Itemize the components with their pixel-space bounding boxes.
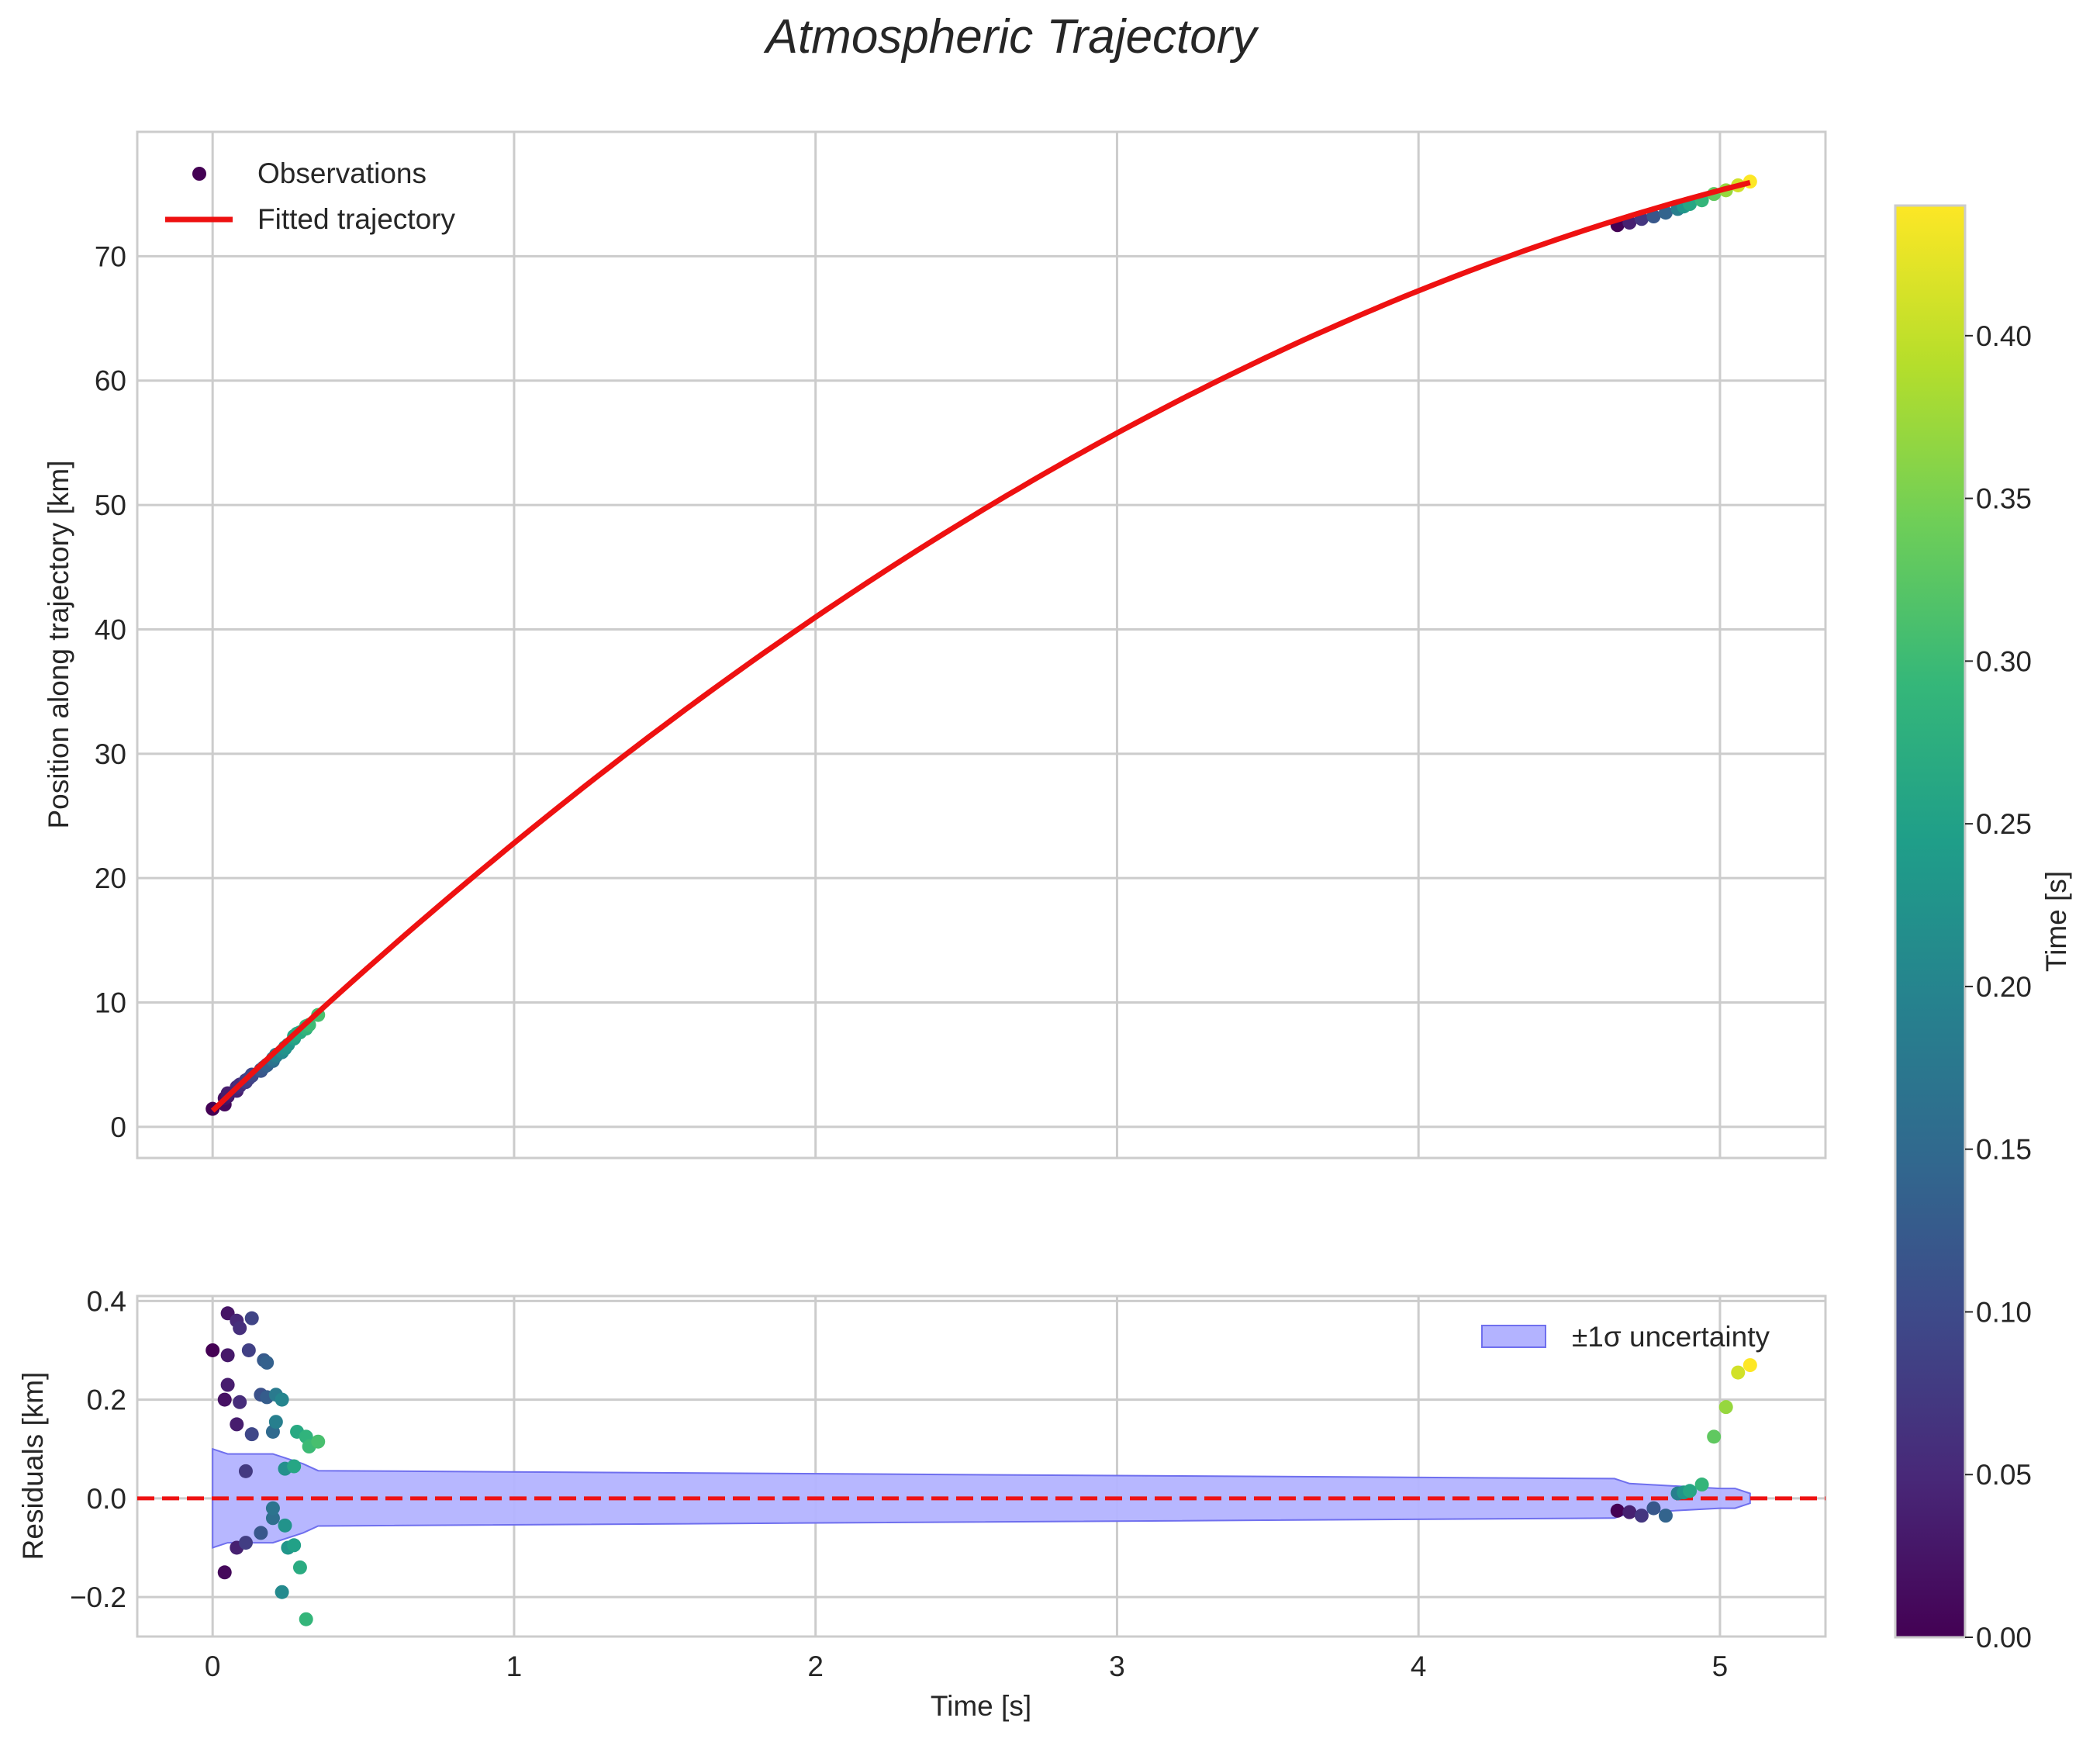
residual-point	[287, 1538, 302, 1553]
legend-fit-label: Fitted trajectory	[257, 203, 455, 235]
x-tick-label: 3	[1109, 1650, 1125, 1682]
bottom-y-tick-label: 0.4	[87, 1285, 126, 1317]
residual-point	[1707, 1429, 1722, 1444]
colorbar-gradient	[1894, 204, 1967, 1639]
colorbar: 0.00 0.05 0.10 0.15 0.20 0.25 0.30 0.35 0.40 Tim…	[1894, 204, 2072, 1654]
residual-point	[260, 1355, 275, 1370]
residual-point	[220, 1377, 235, 1392]
top-y-tick-labels: 0 10 20 30 40 50 60 70	[95, 240, 126, 1143]
residual-point	[268, 1415, 283, 1429]
residual-point	[1731, 1365, 1746, 1380]
top-y-axis-label: Position along trajectory [km]	[43, 460, 74, 828]
colorbar-tick-labels: 0.00 0.05 0.10 0.15 0.20 0.25 0.30 0.35 0.40	[1965, 320, 2032, 1654]
residual-point	[220, 1348, 235, 1363]
residual-point	[230, 1417, 244, 1432]
colorbar-tick-label: 0.30	[1976, 645, 2032, 677]
bottom-x-tick-labels: 0 1 2 3 4 5	[205, 1650, 1728, 1682]
residual-point	[238, 1536, 253, 1550]
top-y-tick-label: 0	[110, 1111, 126, 1143]
bottom-y-axis-label: Residuals [km]	[17, 1372, 49, 1561]
residual-point	[1718, 1400, 1733, 1415]
top-axes-frame	[136, 130, 1827, 1160]
bottom-y-tick-label: 0.0	[87, 1483, 126, 1515]
top-y-tick-label: 40	[95, 614, 126, 645]
bottom-y-tick-label: −0.2	[70, 1581, 126, 1613]
top-observation-points	[206, 175, 1757, 1116]
bottom-legend: ±1σ uncertainty	[1481, 1321, 1770, 1353]
residual-point	[1634, 1509, 1649, 1523]
residual-point	[1646, 1501, 1661, 1516]
top-y-tick-label: 30	[95, 738, 126, 770]
residual-point	[287, 1459, 302, 1474]
x-tick-label: 4	[1411, 1650, 1427, 1682]
legend-observations-marker	[192, 167, 206, 181]
bottom-y-tick-labels: −0.2 0.0 0.2 0.4	[70, 1285, 126, 1613]
residual-point	[233, 1321, 247, 1336]
bottom-axes-frame	[136, 1294, 1827, 1638]
colorbar-tick-label: 0.00	[1976, 1622, 2032, 1654]
x-tick-label: 2	[807, 1650, 824, 1682]
colorbar-tick-label: 0.15	[1976, 1134, 2032, 1166]
colorbar-tick-label: 0.25	[1976, 808, 2032, 840]
residual-point	[292, 1560, 307, 1574]
top-y-tick-label: 20	[95, 862, 126, 894]
legend-observations-label: Observations	[257, 157, 427, 189]
x-tick-label: 5	[1712, 1650, 1729, 1682]
bottom-axes: −0.2 0.0 0.2 0.4 0 1 2 3 4 5 Residuals [km] Time…	[17, 1285, 1827, 1722]
residual-point	[311, 1434, 326, 1449]
top-gridlines	[137, 132, 1825, 1158]
residual-point	[275, 1585, 289, 1599]
colorbar-tick-label: 0.35	[1976, 483, 2032, 515]
colorbar-label: Time [s]	[2040, 871, 2072, 972]
residual-point	[217, 1392, 232, 1407]
bottom-y-tick-label: 0.2	[87, 1384, 126, 1416]
residual-point	[278, 1518, 292, 1533]
residual-point	[1694, 1478, 1709, 1492]
colorbar-tick-label: 0.05	[1976, 1459, 2032, 1491]
colorbar-tick-label: 0.20	[1976, 971, 2032, 1003]
colorbar-tick-label: 0.10	[1976, 1296, 2032, 1328]
residual-point	[233, 1395, 247, 1409]
top-y-tick-label: 70	[95, 240, 126, 272]
top-y-tick-label: 60	[95, 365, 126, 397]
residual-point	[238, 1464, 253, 1478]
legend-band-swatch	[1481, 1325, 1546, 1348]
residual-point	[217, 1565, 232, 1580]
residual-points	[206, 1306, 1757, 1626]
residual-point	[1610, 1503, 1625, 1518]
observation-point	[1658, 206, 1673, 220]
residual-point	[244, 1311, 259, 1326]
residual-point	[244, 1427, 259, 1442]
chart-title: Atmospheric Trajectory	[763, 10, 1260, 64]
fitted-trajectory-line	[210, 180, 1751, 1113]
residual-point	[1658, 1509, 1673, 1523]
residual-point	[241, 1343, 256, 1357]
residual-point	[299, 1612, 313, 1626]
top-legend: Observations Fitted trajectory	[165, 157, 455, 235]
residual-point	[1683, 1484, 1698, 1498]
top-y-tick-label: 10	[95, 987, 126, 1019]
top-y-tick-label: 50	[95, 489, 126, 521]
colorbar-tick-label: 0.40	[1976, 320, 2032, 352]
x-tick-label: 1	[506, 1650, 523, 1682]
residual-point	[1743, 1358, 1757, 1373]
residual-point	[254, 1526, 268, 1540]
residual-point	[1622, 1505, 1637, 1519]
x-axis-label: Time [s]	[931, 1690, 1031, 1722]
legend-band-label: ±1σ uncertainty	[1572, 1321, 1770, 1353]
residual-point	[275, 1392, 289, 1407]
x-tick-label: 0	[205, 1650, 221, 1682]
residual-point	[265, 1511, 280, 1526]
residual-point	[265, 1501, 280, 1516]
observation-point	[1646, 209, 1661, 224]
residual-point	[206, 1343, 220, 1357]
top-axes: 0 10 20 30 40 50 60 70 Position along trajector…	[43, 130, 1827, 1160]
